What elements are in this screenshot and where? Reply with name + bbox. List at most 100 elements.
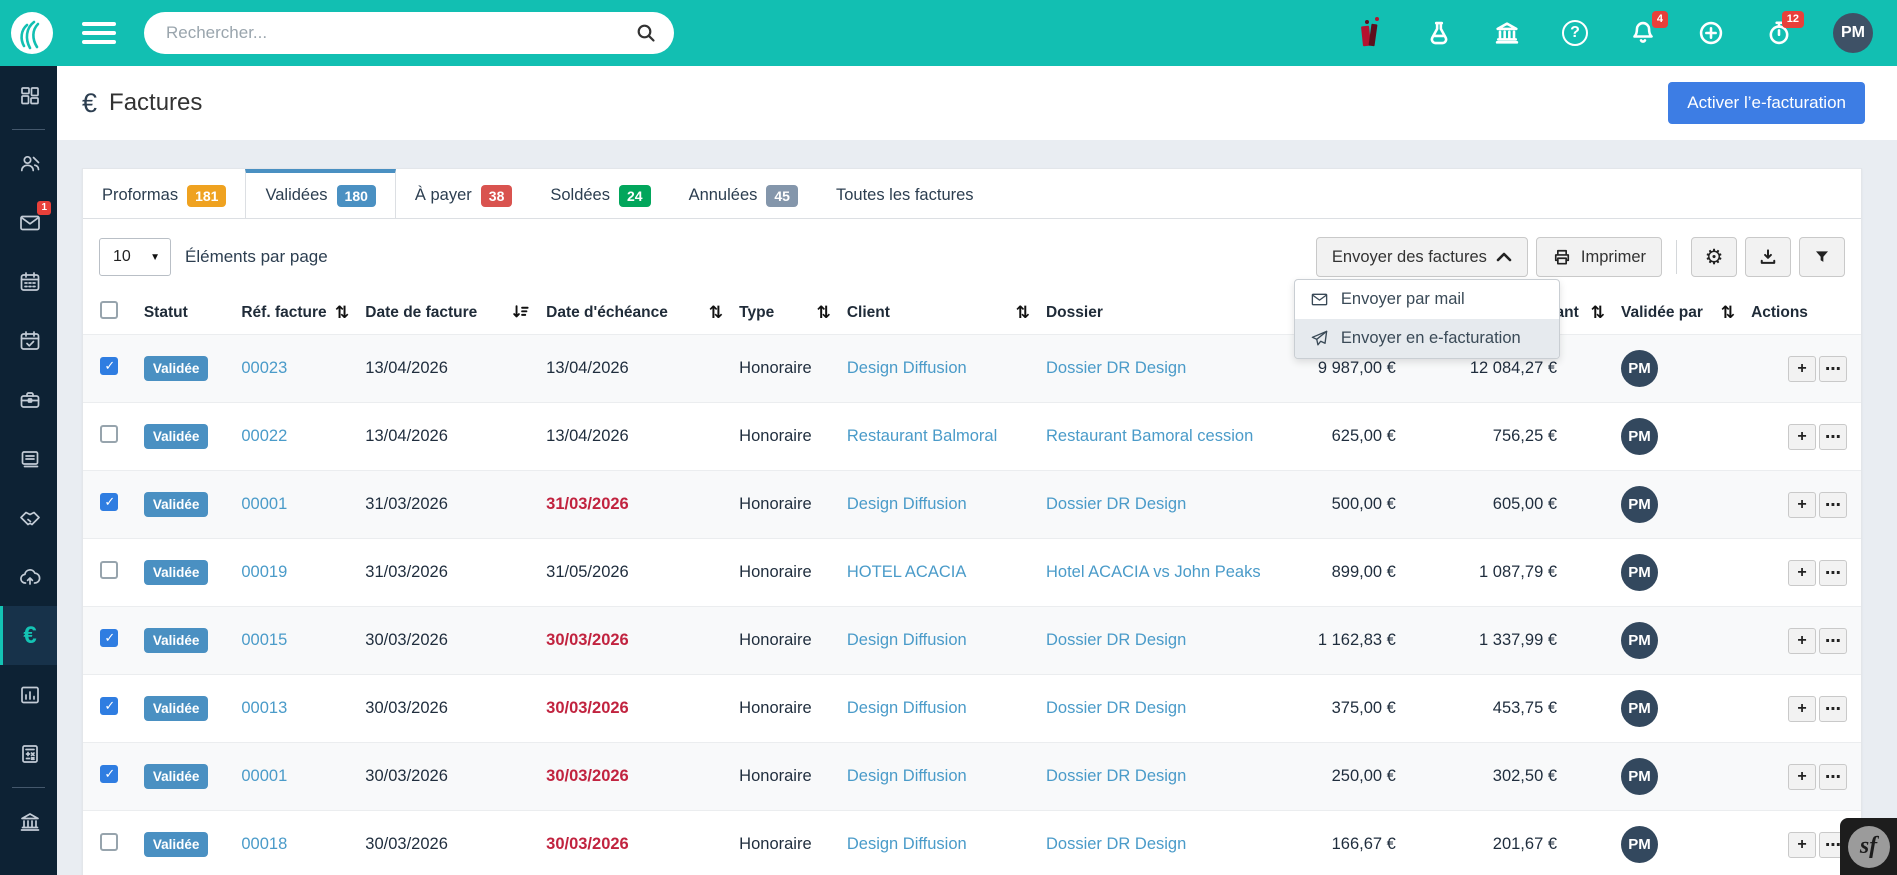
settings-button[interactable]: ⚙ — [1691, 237, 1737, 277]
page-size-select[interactable]: 10 ▼ — [99, 238, 171, 276]
add-icon[interactable] — [1697, 19, 1725, 47]
tab-toutes-les-factures[interactable]: Toutes les factures — [835, 186, 974, 204]
row-add-button[interactable]: + — [1788, 695, 1816, 722]
tab-annulees[interactable]: Annulées 45 — [670, 169, 817, 218]
client-link[interactable]: HOTEL ACACIA — [846, 563, 967, 581]
row-add-button[interactable]: + — [1788, 423, 1816, 450]
row-more-button[interactable]: ⋯ — [1819, 627, 1847, 654]
dossier-link[interactable]: Dossier DR Design — [1045, 699, 1187, 717]
sidebar-item-factures[interactable]: € — [0, 606, 57, 665]
row-checkbox[interactable] — [100, 561, 119, 579]
select-all-checkbox[interactable] — [100, 301, 119, 319]
help-icon[interactable]: ? — [1561, 19, 1589, 47]
bank-icon[interactable] — [1493, 19, 1521, 47]
sidebar-item-bank[interactable] — [0, 792, 57, 851]
row-add-button[interactable]: + — [1788, 559, 1816, 586]
row-more-button[interactable]: ⋯ — [1819, 695, 1847, 722]
print-button[interactable]: Imprimer — [1535, 237, 1662, 277]
row-checkbox[interactable] — [100, 833, 119, 851]
row-checkbox[interactable] — [100, 765, 119, 783]
dossier-link[interactable]: Dossier DR Design — [1045, 359, 1187, 377]
symfony-toolbar-badge[interactable]: sf — [1840, 818, 1897, 875]
row-more-button[interactable]: ⋯ — [1819, 491, 1847, 518]
menu-item-send-by-mail[interactable]: Envoyer par mail — [1295, 280, 1559, 319]
row-more-button[interactable]: ⋯ — [1819, 423, 1847, 450]
row-more-button[interactable]: ⋯ — [1819, 763, 1847, 790]
row-more-button[interactable]: ⋯ — [1819, 559, 1847, 586]
row-checkbox[interactable] — [100, 697, 119, 715]
sort-icon[interactable]: ⇅ — [335, 302, 350, 322]
invoice-ref-link[interactable]: 00015 — [241, 631, 288, 649]
search-input[interactable] — [144, 12, 674, 54]
sort-icon[interactable]: ⇅ — [1590, 302, 1606, 322]
dossier-link[interactable]: Dossier DR Design — [1045, 835, 1187, 853]
sidebar-item-partners[interactable] — [0, 488, 57, 547]
app-logo[interactable] — [9, 10, 55, 56]
sort-icon[interactable]: ⇅ — [1015, 302, 1030, 322]
invoice-type: Honoraire — [731, 742, 839, 811]
tab-validees[interactable]: Validées 180 — [245, 169, 396, 218]
invoice-ref-link[interactable]: 00001 — [241, 767, 288, 785]
client-link[interactable]: Design Diffusion — [846, 359, 967, 377]
tab-proformas[interactable]: Proformas 181 — [83, 169, 245, 218]
row-more-button[interactable]: ⋯ — [1819, 355, 1847, 382]
sidebar-item-cloud[interactable] — [0, 547, 57, 606]
dossier-link[interactable]: Dossier DR Design — [1045, 767, 1187, 785]
sort-icon[interactable]: ⇅ — [816, 302, 831, 322]
export-download-button[interactable] — [1745, 237, 1791, 277]
invoice-ref-link[interactable]: 00013 — [241, 699, 288, 717]
sidebar-item-documents[interactable] — [0, 429, 57, 488]
row-checkbox[interactable] — [100, 357, 119, 375]
search-icon[interactable] — [634, 21, 658, 50]
dossier-link[interactable]: Dossier DR Design — [1045, 495, 1187, 513]
timer-icon[interactable]: 12 — [1765, 11, 1804, 47]
client-link[interactable]: Design Diffusion — [846, 495, 967, 513]
filter-button[interactable] — [1799, 237, 1845, 277]
client-link[interactable]: Restaurant Balmoral — [846, 427, 998, 445]
table-row: Validée 00015 30/03/2026 30/03/2026 Hono… — [83, 606, 1861, 675]
row-checkbox[interactable] — [100, 425, 119, 443]
invoice-ref-link[interactable]: 00023 — [241, 359, 288, 377]
menu-icon[interactable] — [82, 22, 116, 44]
sort-desc-active-icon[interactable] — [511, 303, 530, 322]
invoice-type: Honoraire — [731, 810, 839, 875]
client-link[interactable]: Design Diffusion — [846, 835, 967, 853]
client-link[interactable]: Design Diffusion — [846, 699, 967, 717]
activate-einvoicing-button[interactable]: Activer l’e-facturation — [1668, 82, 1865, 124]
invoice-ref-link[interactable]: 00022 — [241, 427, 288, 445]
row-add-button[interactable]: + — [1788, 831, 1816, 858]
dossier-link[interactable]: Dossier DR Design — [1045, 631, 1187, 649]
row-add-button[interactable]: + — [1788, 627, 1816, 654]
tab-soldees[interactable]: Soldées 24 — [531, 169, 669, 218]
invoice-ref-link[interactable]: 00018 — [241, 835, 288, 853]
sidebar-item-mail[interactable]: 1 — [0, 193, 57, 252]
sort-icon[interactable]: ⇅ — [708, 302, 724, 322]
send-invoices-button[interactable]: Envoyer des factures — [1315, 237, 1528, 277]
sidebar-item-reports[interactable] — [0, 665, 57, 724]
notifications-bell-icon[interactable]: 4 — [1629, 11, 1668, 47]
sidebar-item-dossiers[interactable] — [0, 370, 57, 429]
sidebar-item-contacts[interactable] — [0, 134, 57, 193]
row-checkbox[interactable] — [100, 493, 119, 511]
user-avatar[interactable]: PM — [1833, 13, 1873, 53]
invoice-ref-link[interactable]: 00019 — [241, 563, 288, 581]
client-link[interactable]: Design Diffusion — [846, 767, 967, 785]
lab-flask-icon[interactable] — [1425, 19, 1453, 47]
row-add-button[interactable]: + — [1788, 355, 1816, 382]
library-icon[interactable] — [1357, 17, 1385, 47]
sidebar-item-calendar[interactable] — [0, 252, 57, 311]
dossier-link[interactable]: Hotel ACACIA vs John Peaks — [1045, 563, 1261, 581]
tab-a-payer[interactable]: À payer 38 — [396, 169, 531, 218]
client-link[interactable]: Design Diffusion — [846, 631, 967, 649]
sidebar-item-accounting[interactable] — [0, 724, 57, 783]
sort-icon[interactable]: ⇅ — [1720, 302, 1736, 322]
sidebar-item-tasks[interactable] — [0, 311, 57, 370]
invoice-ref-link[interactable]: 00001 — [241, 495, 288, 513]
sidebar-item-dashboard[interactable] — [0, 66, 57, 125]
row-checkbox[interactable] — [100, 629, 119, 647]
row-add-button[interactable]: + — [1788, 763, 1816, 790]
tab-count: 24 — [619, 184, 651, 207]
dossier-link[interactable]: Restaurant Bamoral cession — [1045, 427, 1254, 445]
row-add-button[interactable]: + — [1788, 491, 1816, 518]
menu-item-send-einvoicing[interactable]: Envoyer en e-facturation — [1294, 319, 1559, 358]
